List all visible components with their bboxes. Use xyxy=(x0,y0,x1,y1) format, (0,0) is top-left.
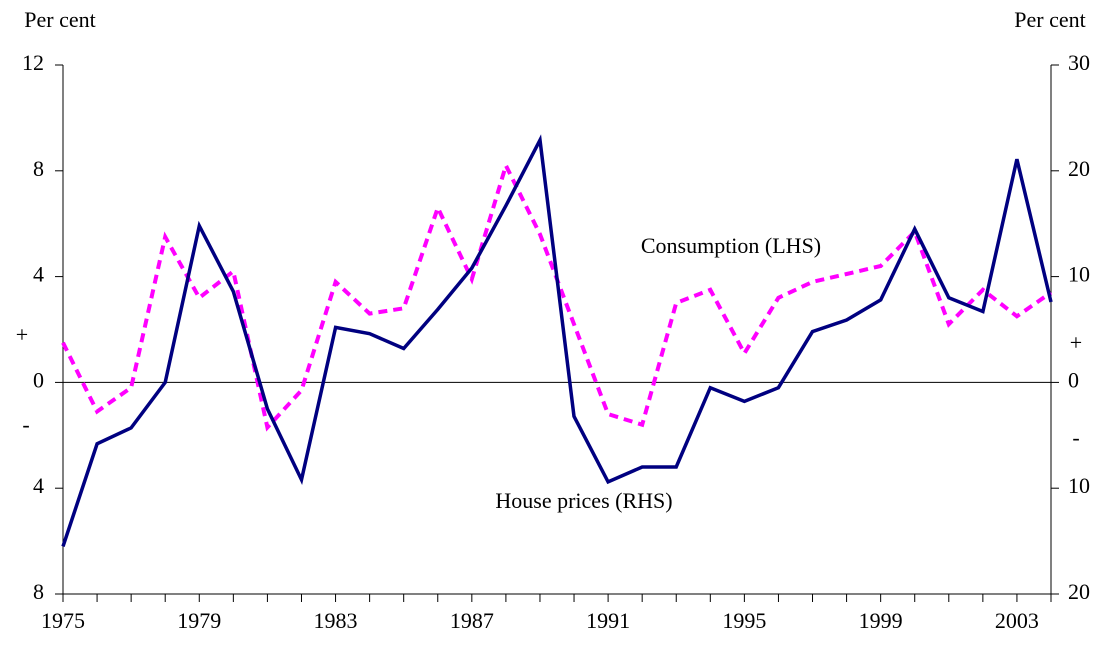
sign-label: + xyxy=(16,322,28,347)
x-tick-label: 1975 xyxy=(41,608,85,633)
y-tick-label: 8 xyxy=(33,156,44,181)
y2-axis-label: Per cent xyxy=(1014,7,1085,32)
y-tick-label: 0 xyxy=(33,367,44,392)
sign-label: - xyxy=(22,412,29,437)
x-tick-label: 1991 xyxy=(586,608,630,633)
x-tick-label: 2003 xyxy=(995,608,1039,633)
y2-tick-label: 10 xyxy=(1068,473,1090,498)
y2-tick-label: 20 xyxy=(1068,156,1090,181)
x-tick-label: 1995 xyxy=(722,608,766,633)
x-tick-label: 1979 xyxy=(177,608,221,633)
y-tick-label: 12 xyxy=(22,50,44,75)
y-tick-label: 4 xyxy=(33,473,44,498)
x-tick-label: 1983 xyxy=(314,608,358,633)
annotation: Consumption (LHS) xyxy=(641,233,821,258)
y2-tick-label: 10 xyxy=(1068,262,1090,287)
series-line xyxy=(61,134,1053,547)
x-tick-label: 1999 xyxy=(859,608,903,633)
sign-label: + xyxy=(1070,330,1082,355)
y2-tick-label: 0 xyxy=(1068,367,1079,392)
y-tick-label: 8 xyxy=(33,579,44,604)
y2-tick-label: 20 xyxy=(1068,579,1090,604)
y-axis-label: Per cent xyxy=(24,7,95,32)
annotation: House prices (RHS) xyxy=(495,488,672,513)
y-tick-label: 4 xyxy=(33,262,44,287)
sign-label: - xyxy=(1072,425,1079,450)
series-line xyxy=(61,160,1053,432)
x-tick-label: 1987 xyxy=(450,608,494,633)
y2-tick-label: 30 xyxy=(1068,50,1090,75)
